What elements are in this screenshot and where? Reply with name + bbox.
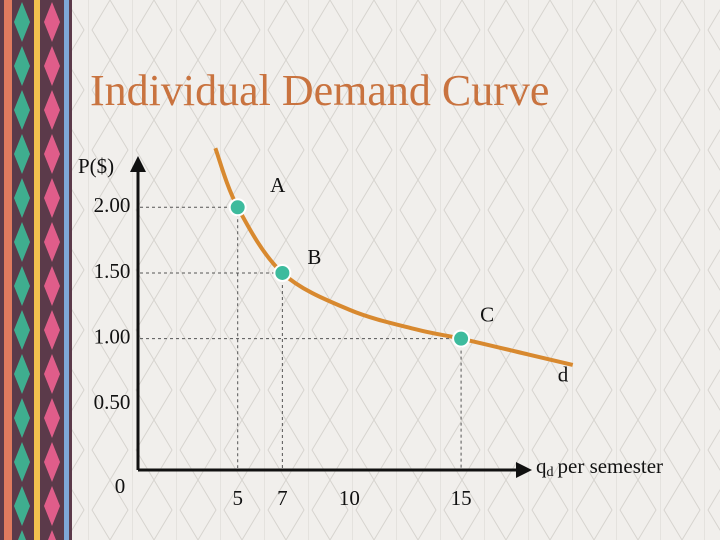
background-pattern — [72, 0, 720, 540]
y-tick-label: 2.00 — [94, 193, 131, 217]
point-label: B — [307, 245, 321, 269]
point — [273, 263, 292, 282]
curve-label: d — [558, 363, 569, 387]
y-tick-label: 0.50 — [94, 390, 131, 414]
x-tick-label: 5 — [232, 486, 243, 510]
x-tick-label: 7 — [277, 486, 288, 510]
x-axis-label: qd per semester — [536, 454, 663, 480]
x-tick-label: 15 — [451, 486, 472, 510]
y-tick-label: 0 — [115, 474, 126, 498]
x-axis-text: per semester — [558, 454, 664, 478]
chart-title: Individual Demand Curve — [90, 66, 549, 115]
y-axis-label: P($) — [78, 154, 114, 178]
y-axis-arrow — [130, 156, 146, 172]
x-axis-arrow — [516, 462, 532, 478]
point-label: C — [480, 302, 494, 326]
x-tick-label: 10 — [339, 486, 360, 510]
y-tick-label: 1.00 — [94, 324, 131, 348]
demand-curve — [213, 147, 574, 367]
x-axis-subscript: d — [547, 465, 554, 480]
x-axis-symbol: q — [536, 454, 547, 478]
y-tick-label: 1.50 — [94, 259, 131, 283]
left-border — [0, 0, 72, 540]
point-label: A — [270, 173, 286, 197]
point — [452, 329, 471, 348]
point — [228, 198, 247, 217]
